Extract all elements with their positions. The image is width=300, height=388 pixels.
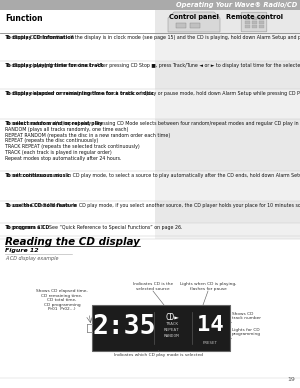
Text: To display CD information - If the display is in clock mode (see page 15) and th: To display CD information - If the displ… <box>5 35 300 40</box>
Bar <box>176 23 186 28</box>
Bar <box>155 171 300 201</box>
Bar <box>245 21 250 24</box>
Bar <box>155 201 300 223</box>
Text: To program a CD - See “Quick Reference to Special Functions” on page 26.: To program a CD - See “Quick Reference t… <box>5 225 182 230</box>
Text: To display playing time for one track - After pressing CD Stop ■, press Track/Tu: To display playing time for one track - … <box>5 63 300 68</box>
Text: Indicates which CD play mode is selected: Indicates which CD play mode is selected <box>114 353 202 357</box>
Bar <box>252 17 257 20</box>
Bar <box>155 223 300 239</box>
Bar <box>155 89 300 119</box>
Bar <box>0 0 300 10</box>
Bar <box>245 25 250 28</box>
Text: RANDOM: RANDOM <box>164 334 180 338</box>
Text: 2:35: 2:35 <box>92 314 156 340</box>
Text: To display elapsed or remaining time for a track or disc - In play or pause mode: To display elapsed or remaining time for… <box>5 91 300 96</box>
Text: Operating Your Wave® Radio/CD: Operating Your Wave® Radio/CD <box>176 2 297 8</box>
Text: TRACK: TRACK <box>165 322 178 326</box>
Bar <box>92 305 230 351</box>
Bar <box>259 21 264 24</box>
Bar <box>155 10 300 33</box>
Text: Indicates CD is the
selected source: Indicates CD is the selected source <box>133 282 173 291</box>
Text: Remote control: Remote control <box>226 14 283 20</box>
Text: To select random and/or repeat play: To select random and/or repeat play <box>5 121 103 126</box>
Text: To set continuous music: To set continuous music <box>5 173 70 178</box>
Bar <box>252 21 257 24</box>
Text: Shows CD elapsed time,
CD remaining time,
CD total time,
CD programming
Pr01  Pr: Shows CD elapsed time, CD remaining time… <box>36 289 88 312</box>
Bar <box>259 25 264 28</box>
Text: A CD display example: A CD display example <box>5 256 58 261</box>
Text: PRESET: PRESET <box>202 341 217 345</box>
Text: Reading the CD display: Reading the CD display <box>5 237 140 247</box>
Bar <box>155 33 300 61</box>
Bar <box>252 25 257 28</box>
Text: To set continuous music - In CD play mode, to select a source to play automatica: To set continuous music - In CD play mod… <box>5 173 300 178</box>
Bar <box>155 119 300 171</box>
Text: REPEAT: REPEAT <box>164 328 180 332</box>
Text: Figure 12: Figure 12 <box>5 248 39 253</box>
Text: 14: 14 <box>196 315 224 335</box>
Text: Function: Function <box>5 14 43 23</box>
Bar <box>245 17 250 20</box>
Text: 19: 19 <box>287 377 295 382</box>
Text: To use the CD hold feature: To use the CD hold feature <box>5 203 76 208</box>
FancyBboxPatch shape <box>241 12 267 32</box>
Text: To program a CD: To program a CD <box>5 225 50 230</box>
Text: To display playing time for one track: To display playing time for one track <box>5 63 103 68</box>
Text: Lights for CD
programming: Lights for CD programming <box>232 328 261 336</box>
Text: Lights when CD is playing,
flashes for pause: Lights when CD is playing, flashes for p… <box>180 282 236 291</box>
Text: To select random and/or repeat play - Pressing CD Mode selects between four rand: To select random and/or repeat play - Pr… <box>5 121 300 161</box>
Text: Shows CD
track number: Shows CD track number <box>232 312 261 320</box>
Bar <box>155 61 300 89</box>
Text: To use the CD hold feature - In CD play mode, if you select another source, the : To use the CD hold feature - In CD play … <box>5 203 300 208</box>
Polygon shape <box>168 12 220 32</box>
Text: Control panel: Control panel <box>169 14 219 20</box>
Bar <box>190 23 200 28</box>
Bar <box>259 17 264 20</box>
Text: To display elapsed or remaining time for a track or disc: To display elapsed or remaining time for… <box>5 91 154 96</box>
Text: To display CD information: To display CD information <box>5 35 74 40</box>
Text: CD►: CD► <box>165 313 179 322</box>
